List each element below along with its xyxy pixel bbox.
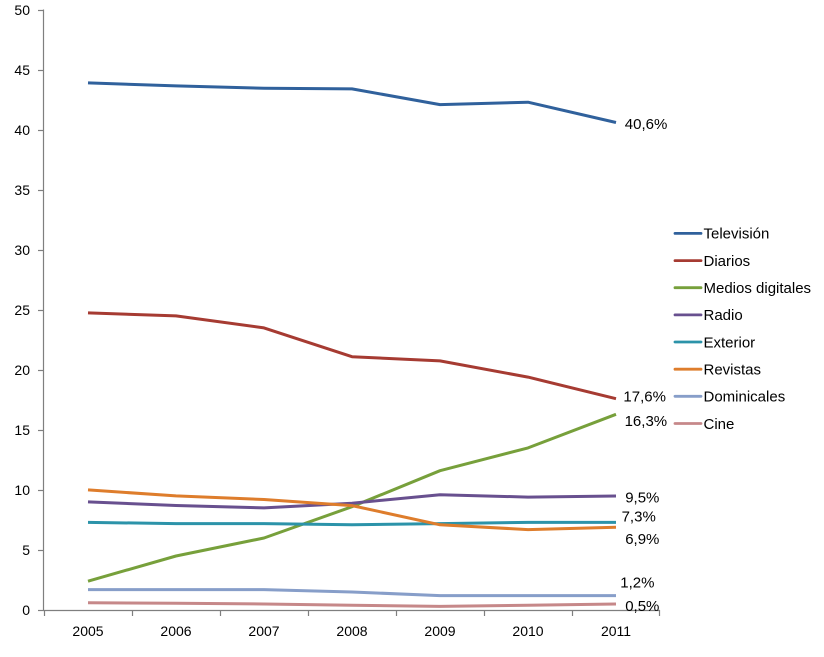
svg-text:20: 20	[14, 362, 30, 378]
svg-text:Cine: Cine	[704, 416, 735, 433]
svg-text:2010: 2010	[512, 623, 543, 639]
svg-text:2005: 2005	[72, 623, 103, 639]
svg-text:9,5%: 9,5%	[625, 489, 659, 506]
svg-text:Exterior: Exterior	[704, 334, 756, 351]
svg-text:10: 10	[14, 482, 30, 498]
svg-text:2008: 2008	[336, 623, 367, 639]
svg-text:16,3%: 16,3%	[625, 413, 668, 430]
svg-text:2009: 2009	[424, 623, 455, 639]
svg-text:1,2%: 1,2%	[620, 574, 654, 591]
svg-text:40: 40	[14, 122, 30, 138]
svg-text:Diarios: Diarios	[704, 253, 751, 270]
svg-text:6,9%: 6,9%	[625, 531, 659, 548]
svg-text:30: 30	[14, 242, 30, 258]
svg-text:0: 0	[22, 602, 30, 618]
svg-text:50: 50	[14, 2, 30, 18]
svg-text:Medios digitales: Medios digitales	[704, 280, 812, 297]
svg-text:25: 25	[14, 302, 30, 318]
svg-text:2011: 2011	[601, 623, 631, 639]
svg-text:0,5%: 0,5%	[625, 598, 659, 615]
svg-text:7,3%: 7,3%	[622, 508, 656, 525]
svg-text:Radio: Radio	[704, 307, 743, 324]
svg-text:Revistas: Revistas	[704, 362, 762, 379]
svg-text:15: 15	[14, 422, 30, 438]
svg-text:2006: 2006	[160, 623, 191, 639]
svg-text:45: 45	[14, 62, 30, 78]
svg-text:40,6%: 40,6%	[625, 116, 668, 133]
svg-text:Dominicales: Dominicales	[704, 389, 786, 406]
svg-text:Televisión: Televisión	[704, 226, 770, 243]
svg-text:2007: 2007	[248, 623, 279, 639]
svg-text:17,6%: 17,6%	[623, 388, 666, 405]
svg-text:5: 5	[22, 542, 30, 558]
svg-text:35: 35	[14, 182, 30, 198]
